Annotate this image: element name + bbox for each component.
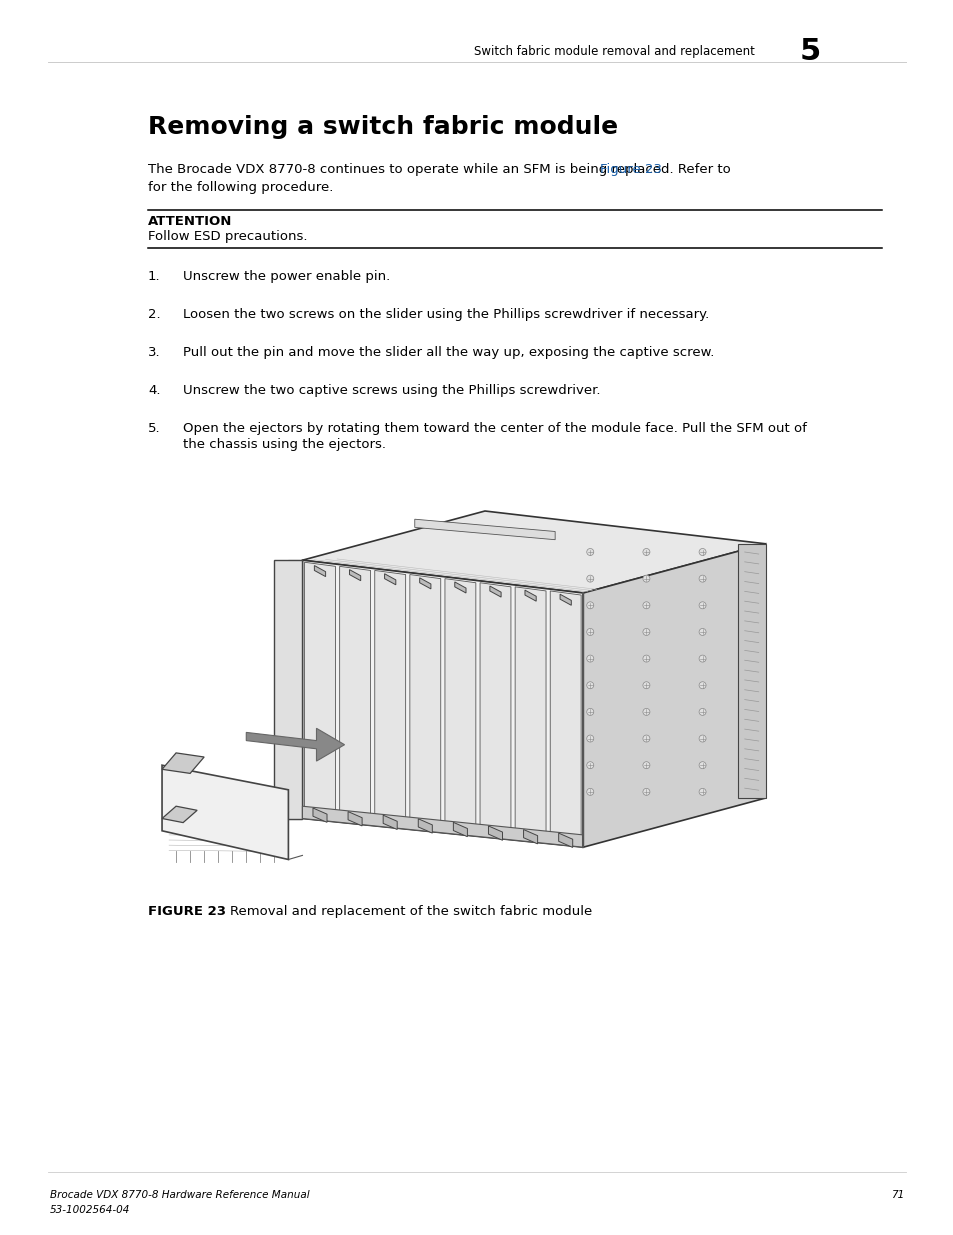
Circle shape <box>642 601 649 609</box>
Polygon shape <box>383 815 396 830</box>
Circle shape <box>586 655 593 662</box>
Polygon shape <box>162 766 288 860</box>
Text: 1.: 1. <box>148 270 160 283</box>
Polygon shape <box>524 590 536 601</box>
Circle shape <box>586 629 593 636</box>
Circle shape <box>586 682 593 689</box>
Circle shape <box>642 548 649 556</box>
Polygon shape <box>559 594 571 605</box>
Text: Follow ESD precautions.: Follow ESD precautions. <box>148 230 307 243</box>
Circle shape <box>586 601 593 609</box>
Polygon shape <box>444 579 476 835</box>
Circle shape <box>699 709 705 715</box>
Circle shape <box>699 735 705 742</box>
Polygon shape <box>453 823 467 836</box>
Polygon shape <box>339 567 370 824</box>
Text: Pull out the pin and move the slider all the way up, exposing the captive screw.: Pull out the pin and move the slider all… <box>183 346 714 359</box>
Text: Switch fabric module removal and replacement: Switch fabric module removal and replace… <box>474 46 754 58</box>
Circle shape <box>699 601 705 609</box>
Text: 4.: 4. <box>148 384 160 396</box>
Polygon shape <box>375 571 405 827</box>
Polygon shape <box>488 826 502 840</box>
Polygon shape <box>558 834 572 847</box>
Polygon shape <box>288 561 302 819</box>
Circle shape <box>642 682 649 689</box>
Polygon shape <box>162 753 204 773</box>
Polygon shape <box>550 592 580 845</box>
Circle shape <box>642 735 649 742</box>
Circle shape <box>642 709 649 715</box>
Polygon shape <box>479 583 511 839</box>
Polygon shape <box>162 806 197 823</box>
Polygon shape <box>302 561 582 847</box>
Text: 2.: 2. <box>148 308 160 321</box>
Polygon shape <box>246 729 344 761</box>
Circle shape <box>699 655 705 662</box>
Circle shape <box>699 762 705 768</box>
Circle shape <box>699 629 705 636</box>
Text: Loosen the two screws on the slider using the Phillips screwdriver if necessary.: Loosen the two screws on the slider usin… <box>183 308 708 321</box>
Circle shape <box>699 548 705 556</box>
Circle shape <box>642 576 649 582</box>
Polygon shape <box>415 519 555 540</box>
Circle shape <box>642 762 649 768</box>
Polygon shape <box>515 587 545 841</box>
Circle shape <box>586 576 593 582</box>
Text: ATTENTION: ATTENTION <box>148 215 233 228</box>
Text: 3.: 3. <box>148 346 160 359</box>
Text: 53-1002564-04: 53-1002564-04 <box>50 1205 131 1215</box>
Polygon shape <box>582 543 765 847</box>
Text: Open the ejectors by rotating them toward the center of the module face. Pull th: Open the ejectors by rotating them towar… <box>183 422 806 435</box>
Circle shape <box>699 788 705 795</box>
Polygon shape <box>302 511 765 593</box>
Circle shape <box>586 762 593 768</box>
Text: Removing a switch fabric module: Removing a switch fabric module <box>148 115 618 140</box>
Polygon shape <box>737 543 765 798</box>
Text: The Brocade VDX 8770-8 continues to operate while an SFM is being replaced. Refe: The Brocade VDX 8770-8 continues to oper… <box>148 163 734 177</box>
Circle shape <box>699 682 705 689</box>
Polygon shape <box>349 569 360 580</box>
Polygon shape <box>304 562 335 820</box>
Polygon shape <box>523 830 537 844</box>
Circle shape <box>642 788 649 795</box>
Text: Unscrew the power enable pin.: Unscrew the power enable pin. <box>183 270 390 283</box>
Text: Brocade VDX 8770-8 Hardware Reference Manual: Brocade VDX 8770-8 Hardware Reference Ma… <box>50 1191 310 1200</box>
Polygon shape <box>274 561 302 819</box>
Text: Removal and replacement of the switch fabric module: Removal and replacement of the switch fa… <box>213 905 592 918</box>
Text: Unscrew the two captive screws using the Phillips screwdriver.: Unscrew the two captive screws using the… <box>183 384 599 396</box>
Polygon shape <box>410 574 440 831</box>
Polygon shape <box>455 582 465 593</box>
Circle shape <box>642 655 649 662</box>
Polygon shape <box>384 574 395 585</box>
Text: Figure 23: Figure 23 <box>599 163 661 177</box>
Text: 5: 5 <box>800 37 821 67</box>
Circle shape <box>586 709 593 715</box>
Circle shape <box>642 629 649 636</box>
Polygon shape <box>419 578 431 589</box>
Circle shape <box>586 548 593 556</box>
Polygon shape <box>348 811 362 826</box>
Polygon shape <box>314 566 325 577</box>
Polygon shape <box>313 808 327 823</box>
Text: FIGURE 23: FIGURE 23 <box>148 905 226 918</box>
Polygon shape <box>417 819 432 834</box>
Circle shape <box>586 735 593 742</box>
Circle shape <box>699 576 705 582</box>
Polygon shape <box>302 806 582 847</box>
Text: the chassis using the ejectors.: the chassis using the ejectors. <box>183 438 386 451</box>
Text: for the following procedure.: for the following procedure. <box>148 182 333 194</box>
Circle shape <box>586 788 593 795</box>
Polygon shape <box>489 587 500 597</box>
Text: 5.: 5. <box>148 422 160 435</box>
Text: 71: 71 <box>890 1191 903 1200</box>
